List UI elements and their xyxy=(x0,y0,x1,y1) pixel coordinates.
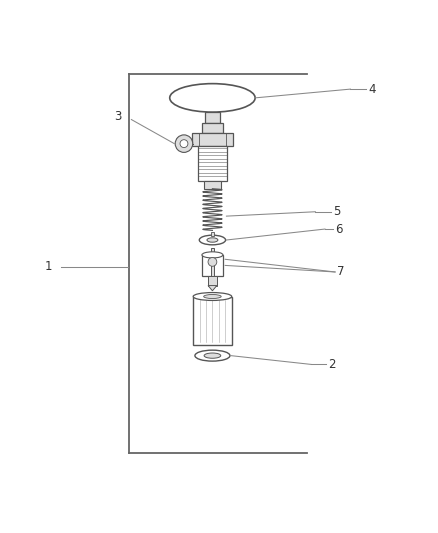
Bar xyxy=(193,296,232,345)
Circle shape xyxy=(208,257,217,266)
Ellipse shape xyxy=(199,235,226,245)
Ellipse shape xyxy=(204,295,221,298)
Bar xyxy=(211,232,214,236)
Ellipse shape xyxy=(204,353,221,358)
Text: 6: 6 xyxy=(335,223,343,236)
Bar xyxy=(192,133,233,146)
Text: 2: 2 xyxy=(328,358,336,371)
Circle shape xyxy=(180,140,188,148)
Text: 4: 4 xyxy=(368,83,375,95)
Circle shape xyxy=(175,135,193,152)
Bar xyxy=(205,112,220,123)
Bar xyxy=(208,276,217,286)
Bar xyxy=(204,181,221,189)
Polygon shape xyxy=(208,286,217,291)
Ellipse shape xyxy=(195,350,230,361)
Bar xyxy=(202,123,223,133)
Polygon shape xyxy=(211,285,214,289)
Ellipse shape xyxy=(202,252,223,258)
Text: 3: 3 xyxy=(114,110,121,123)
Text: 1: 1 xyxy=(44,260,52,273)
Bar xyxy=(198,146,227,181)
Ellipse shape xyxy=(170,84,255,112)
Bar xyxy=(211,248,214,277)
Bar xyxy=(211,277,214,285)
Text: 7: 7 xyxy=(337,265,345,278)
Bar xyxy=(202,255,223,276)
Ellipse shape xyxy=(207,238,218,242)
Text: 5: 5 xyxy=(333,205,340,218)
Ellipse shape xyxy=(193,293,232,301)
